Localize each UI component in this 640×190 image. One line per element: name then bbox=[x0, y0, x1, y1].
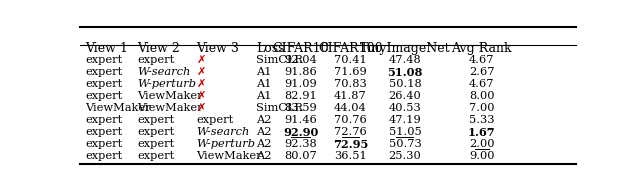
Text: expert: expert bbox=[85, 55, 122, 65]
Text: 47.19: 47.19 bbox=[388, 115, 421, 125]
Text: W-search: W-search bbox=[196, 127, 250, 137]
Text: 50.18: 50.18 bbox=[388, 79, 421, 89]
Text: A1: A1 bbox=[256, 91, 271, 101]
Text: 9.00: 9.00 bbox=[469, 151, 495, 161]
Text: 2.00: 2.00 bbox=[469, 139, 495, 149]
Text: expert: expert bbox=[85, 79, 122, 89]
Text: A2: A2 bbox=[256, 115, 271, 125]
Text: 36.51: 36.51 bbox=[334, 151, 367, 161]
Text: 82.91: 82.91 bbox=[284, 91, 317, 101]
Text: 70.41: 70.41 bbox=[334, 55, 367, 65]
Text: 70.83: 70.83 bbox=[334, 79, 367, 89]
Text: 41.87: 41.87 bbox=[334, 91, 367, 101]
Text: 5.33: 5.33 bbox=[469, 115, 495, 125]
Text: A1: A1 bbox=[256, 67, 271, 77]
Text: 50.73: 50.73 bbox=[388, 139, 421, 149]
Text: 71.69: 71.69 bbox=[334, 67, 367, 77]
Text: W-perturb: W-perturb bbox=[137, 79, 196, 89]
Text: expert: expert bbox=[196, 115, 234, 125]
Text: 26.40: 26.40 bbox=[388, 91, 421, 101]
Text: CIFAR100: CIFAR100 bbox=[318, 42, 383, 55]
Text: 83.59: 83.59 bbox=[284, 103, 317, 113]
Text: ViewMaker: ViewMaker bbox=[137, 91, 203, 101]
Text: CIFAR10: CIFAR10 bbox=[273, 42, 329, 55]
Text: View 2: View 2 bbox=[137, 42, 180, 55]
Text: W-perturb: W-perturb bbox=[196, 139, 255, 149]
Text: expert: expert bbox=[85, 115, 122, 125]
Text: A2: A2 bbox=[256, 127, 271, 137]
Text: Loss: Loss bbox=[256, 42, 285, 55]
Text: 7.00: 7.00 bbox=[469, 103, 495, 113]
Text: 72.76: 72.76 bbox=[334, 127, 367, 137]
Text: 51.08: 51.08 bbox=[387, 67, 422, 78]
Text: expert: expert bbox=[137, 139, 174, 149]
Text: 92.04: 92.04 bbox=[284, 55, 317, 65]
Text: 25.30: 25.30 bbox=[388, 151, 421, 161]
Text: 91.09: 91.09 bbox=[284, 79, 317, 89]
Text: expert: expert bbox=[85, 67, 122, 77]
Text: ✗: ✗ bbox=[196, 55, 206, 65]
Text: expert: expert bbox=[137, 115, 174, 125]
Text: 44.04: 44.04 bbox=[334, 103, 367, 113]
Text: 92.38: 92.38 bbox=[284, 139, 317, 149]
Text: 8.00: 8.00 bbox=[469, 91, 495, 101]
Text: 2.67: 2.67 bbox=[469, 67, 495, 77]
Text: 91.86: 91.86 bbox=[284, 67, 317, 77]
Text: 4.67: 4.67 bbox=[469, 55, 495, 65]
Text: 91.46: 91.46 bbox=[284, 115, 317, 125]
Text: ✗: ✗ bbox=[196, 91, 206, 101]
Text: ✗: ✗ bbox=[196, 79, 206, 89]
Text: 4.67: 4.67 bbox=[469, 79, 495, 89]
Text: 47.48: 47.48 bbox=[388, 55, 421, 65]
Text: 80.07: 80.07 bbox=[284, 151, 317, 161]
Text: expert: expert bbox=[85, 127, 122, 137]
Text: ViewMaker: ViewMaker bbox=[196, 151, 262, 161]
Text: A2: A2 bbox=[256, 151, 271, 161]
Text: ✗: ✗ bbox=[196, 67, 206, 77]
Text: Avg Rank: Avg Rank bbox=[451, 42, 512, 55]
Text: ViewMaker: ViewMaker bbox=[85, 103, 150, 113]
Text: A1: A1 bbox=[256, 79, 271, 89]
Text: 1.67: 1.67 bbox=[468, 127, 495, 138]
Text: expert: expert bbox=[85, 139, 122, 149]
Text: W-search: W-search bbox=[137, 67, 191, 77]
Text: 70.76: 70.76 bbox=[334, 115, 367, 125]
Text: SimCLR: SimCLR bbox=[256, 103, 303, 113]
Text: ✗: ✗ bbox=[196, 103, 206, 113]
Text: ViewMaker: ViewMaker bbox=[137, 103, 203, 113]
Text: expert: expert bbox=[85, 151, 122, 161]
Text: 92.90: 92.90 bbox=[283, 127, 319, 138]
Text: expert: expert bbox=[137, 151, 174, 161]
Text: TinyImageNet: TinyImageNet bbox=[360, 42, 450, 55]
Text: expert: expert bbox=[137, 55, 174, 65]
Text: SimCLR: SimCLR bbox=[256, 55, 303, 65]
Text: A2: A2 bbox=[256, 139, 271, 149]
Text: View 3: View 3 bbox=[196, 42, 239, 55]
Text: View 1: View 1 bbox=[85, 42, 128, 55]
Text: 51.05: 51.05 bbox=[388, 127, 421, 137]
Text: 40.53: 40.53 bbox=[388, 103, 421, 113]
Text: 72.95: 72.95 bbox=[333, 139, 368, 150]
Text: expert: expert bbox=[85, 91, 122, 101]
Text: expert: expert bbox=[137, 127, 174, 137]
